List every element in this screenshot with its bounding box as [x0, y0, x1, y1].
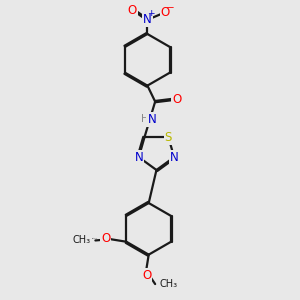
Text: O: O [161, 6, 170, 19]
Text: H: H [141, 114, 149, 124]
Text: −: − [166, 3, 175, 13]
Text: N: N [170, 151, 178, 164]
Text: +: + [147, 9, 154, 18]
Text: O: O [127, 4, 136, 17]
Text: N: N [147, 113, 156, 126]
Text: N: N [134, 151, 143, 164]
Text: N: N [143, 13, 152, 26]
Text: CH₃: CH₃ [160, 279, 178, 289]
Text: O: O [142, 269, 151, 282]
Text: methoxy: methoxy [92, 238, 98, 239]
Text: O: O [172, 92, 181, 106]
Text: O: O [101, 232, 110, 245]
Text: CH₃: CH₃ [73, 236, 91, 245]
Text: S: S [165, 131, 172, 144]
